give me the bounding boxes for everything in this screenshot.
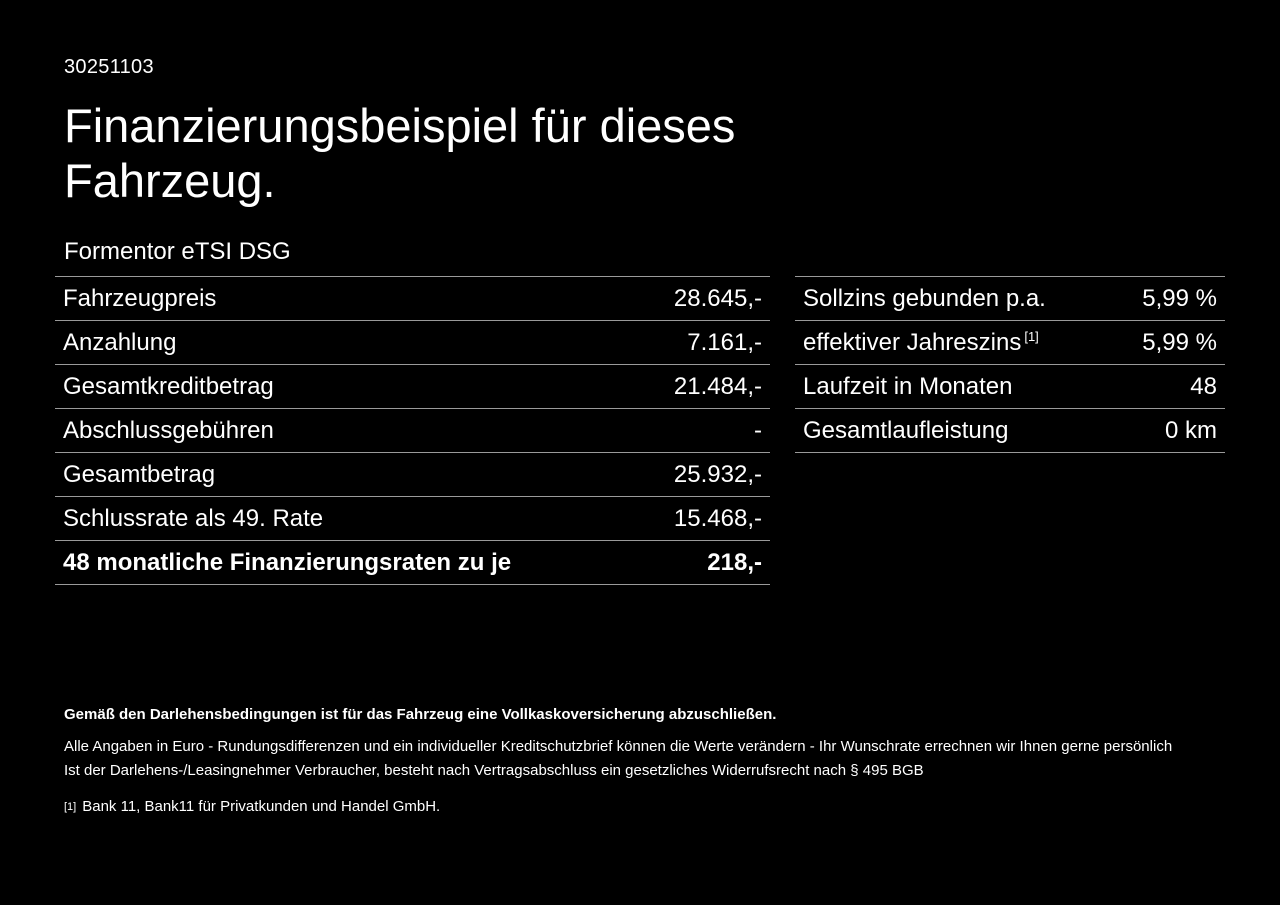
tables-section: Fahrzeugpreis 28.645,- Anzahlung 7.161,-… xyxy=(55,276,1225,586)
table-row: Anzahlung 7.161,- xyxy=(55,320,770,364)
table-row: effektiver Jahreszins [1] 5,99 % xyxy=(795,320,1225,364)
table-row-monthly-rate: 48 monatliche Finanzierungsraten zu je 2… xyxy=(55,540,770,586)
bank-footnote: [1] Bank 11, Bank11 für Privatkunden und … xyxy=(64,795,1225,819)
table-row: Abschlussgebühren - xyxy=(55,408,770,452)
row-value: 28.645,- xyxy=(673,284,762,312)
conditions-table: Sollzins gebunden p.a. 5,99 % effektiver… xyxy=(795,276,1225,454)
table-row: Laufzeit in Monaten 48 xyxy=(795,364,1225,408)
page-title: Finanzierungsbeispiel für dieses Fahrzeu… xyxy=(64,99,736,207)
vehicle-model: Formentor eTSI DSG xyxy=(64,238,291,266)
row-label: Laufzeit in Monaten xyxy=(803,372,1013,400)
row-label: effektiver Jahreszins [1] xyxy=(803,329,1039,357)
table-row: Schlussrate als 49. Rate 15.468,- xyxy=(55,496,770,540)
row-value: 15.468,- xyxy=(673,504,762,532)
row-value: 0 km xyxy=(1164,416,1217,444)
table-row: Gesamtlaufleistung 0 km xyxy=(795,408,1225,454)
row-value: 21.484,- xyxy=(673,372,762,400)
row-value: 218,- xyxy=(707,548,762,576)
table-row: Gesamtkreditbetrag 21.484,- xyxy=(55,364,770,408)
row-label: Gesamtbetrag xyxy=(63,460,216,488)
row-label: 48 monatliche Finanzierungsraten zu je xyxy=(63,548,512,576)
row-value: 7.161,- xyxy=(687,328,762,356)
row-label: Sollzins gebunden p.a. xyxy=(803,284,1046,312)
footnote-text: Bank 11, Bank11 für Privatkunden und Han… xyxy=(82,798,441,816)
offer-id: 30251103 xyxy=(64,56,154,78)
disclaimer-line-1: Alle Angaben in Euro - Rundungsdifferenz… xyxy=(64,738,1173,756)
footnote-ref: [1] xyxy=(1024,328,1039,344)
row-label: Anzahlung xyxy=(63,328,177,356)
row-value: 25.932,- xyxy=(673,460,762,488)
finance-table: Fahrzeugpreis 28.645,- Anzahlung 7.161,-… xyxy=(55,276,770,586)
row-label: Gesamtkreditbetrag xyxy=(63,372,274,400)
table-row: Sollzins gebunden p.a. 5,99 % xyxy=(795,276,1225,320)
legal-footer: Gemäß den Darlehensbedingungen ist für d… xyxy=(64,703,1225,819)
table-row: Fahrzeugpreis 28.645,- xyxy=(55,276,770,320)
table-row: Gesamtbetrag 25.932,- xyxy=(55,452,770,496)
row-value: 5,99 % xyxy=(1142,284,1217,312)
row-label: Schlussrate als 49. Rate xyxy=(63,504,324,532)
row-value: 5,99 % xyxy=(1142,328,1217,356)
footnote-marker: [1] xyxy=(64,801,77,814)
row-label-text: effektiver Jahreszins xyxy=(803,328,1022,356)
disclaimer-line-2: Ist der Darlehens-/Leasingnehmer Verbrau… xyxy=(64,762,924,780)
row-label: Abschlussgebühren xyxy=(63,416,274,444)
page-header: 30251103 Finanzierungsbeispiel für diese… xyxy=(64,56,1225,266)
row-label: Fahrzeugpreis xyxy=(63,284,217,312)
row-value: - xyxy=(754,416,762,444)
row-value: 48 xyxy=(1190,372,1217,400)
row-label: Gesamtlaufleistung xyxy=(803,416,1009,444)
insurance-note: Gemäß den Darlehensbedingungen ist für d… xyxy=(64,706,777,724)
